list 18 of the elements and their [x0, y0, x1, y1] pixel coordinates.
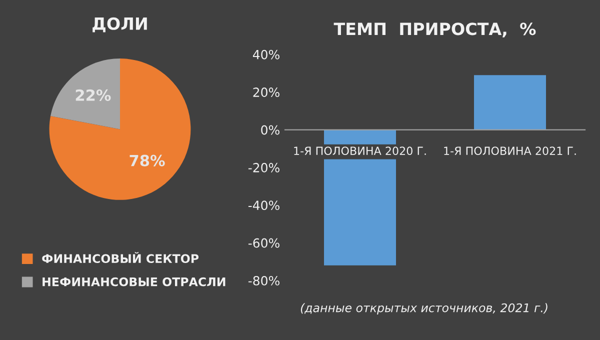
text: (данные открытых источников, 2021 г.)	[300, 303, 548, 315]
y-tick-label: -60%	[248, 238, 280, 248]
x-tick-label: 1-Я ПОЛОВИНА 2021 Г.	[444, 146, 576, 156]
y-tick-label: 20%	[253, 88, 280, 98]
y-tick-label: 0%	[261, 125, 280, 135]
legend-label: НЕФИНАНСОВЫЕ ОТРАСЛИ	[42, 277, 226, 286]
y-tick-label: -20%	[248, 162, 280, 172]
legend-label: ФИНАНСОВЫЙ СЕКТОР	[42, 252, 199, 264]
y-tick-label: 40%	[252, 50, 280, 60]
data-label: 22%	[76, 89, 111, 101]
x-tick-label: 1-Я ПОЛОВИНА 2020 Г.	[294, 146, 426, 156]
data-label: 78%	[130, 154, 165, 166]
chart-title: ТЕМП ПРИРОСТА, %	[334, 22, 536, 38]
y-tick-label: -40%	[248, 200, 280, 210]
y-tick-label: -80%	[248, 276, 280, 286]
pie-slice	[49, 58, 191, 200]
pie-slice	[50, 58, 120, 130]
chart-title: ДОЛИ	[92, 17, 147, 32]
